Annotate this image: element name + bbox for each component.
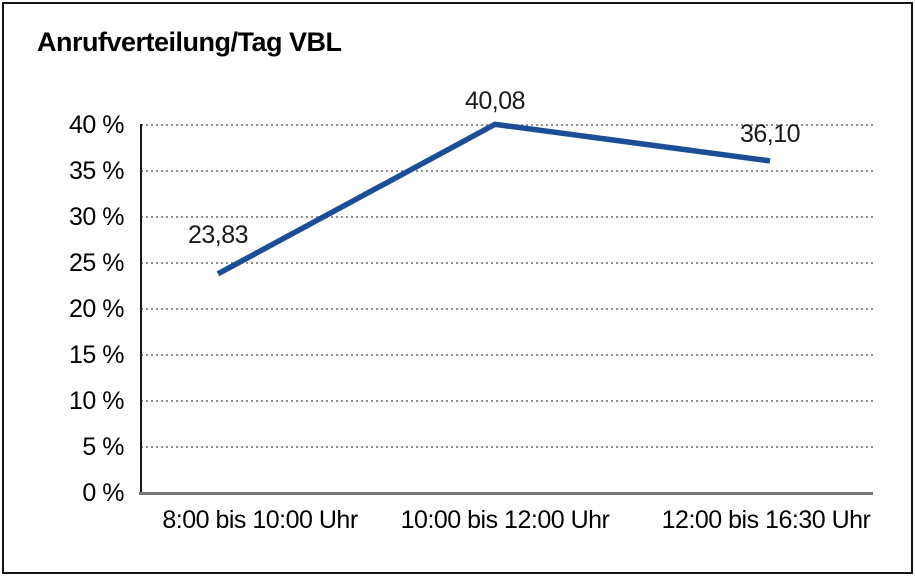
chart-title: Anrufverteilung/Tag VBL [37,27,342,57]
y-axis-tick-label: 30 % [69,203,124,231]
x-axis-line [139,492,873,495]
data-point-label: 40,08 [464,87,526,116]
y-axis-tick-label: 40 % [69,111,124,139]
y-axis-tick-label: 5 % [82,433,124,461]
y-axis-tick-label: 35 % [69,157,124,185]
y-axis-tick-label: 10 % [69,387,124,415]
gridline [141,308,873,310]
gridline [141,446,873,448]
gridline [141,400,873,402]
y-axis-line [140,124,142,493]
gridline [141,216,873,218]
x-axis-category-label: 10:00 bis 12:00 Uhr [400,506,610,534]
y-axis-tick-label: 0 % [82,479,124,507]
y-axis-tick-label: 15 % [69,341,124,369]
x-axis-category-label: 12:00 bis 16:30 Uhr [661,506,871,534]
y-axis-tick-label: 20 % [69,295,124,323]
y-axis-tick-label: 25 % [69,249,124,277]
data-point-label: 36,10 [739,119,801,148]
gridline [141,262,873,264]
gridline [141,170,873,172]
x-axis-category-label: 8:00 bis 10:00 Uhr [162,506,358,534]
gridline [141,354,873,356]
data-point-label: 23,83 [187,220,249,249]
